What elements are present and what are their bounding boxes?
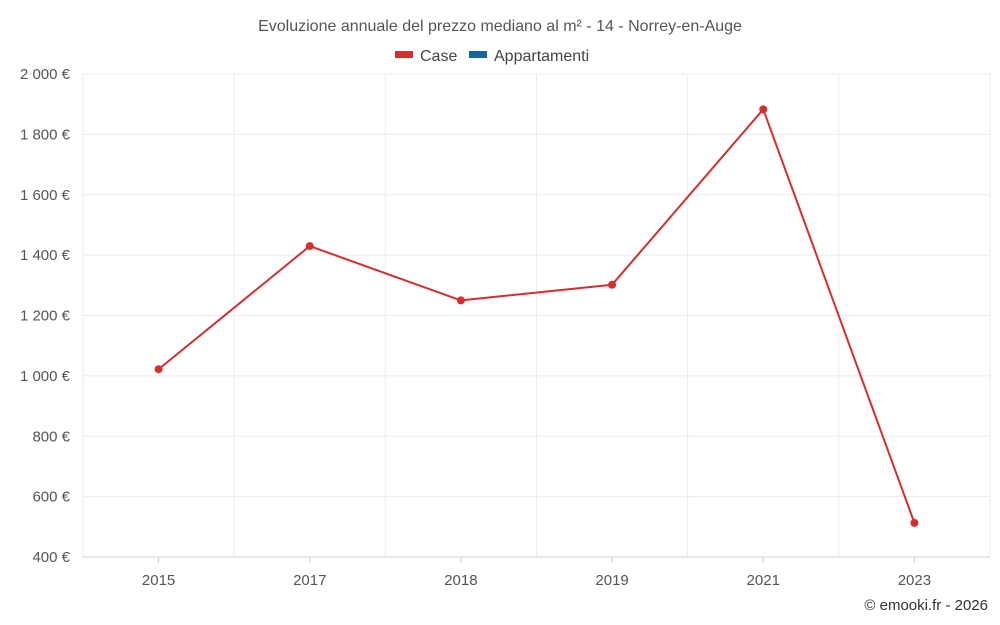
y-tick-label: 1 400 € <box>20 247 71 264</box>
data-point[interactable]: 2018: 1250 € <box>456 296 465 305</box>
grid <box>82 73 991 557</box>
y-tick-label: 2 000 € <box>20 66 71 83</box>
y-tick-label: 1 200 € <box>20 308 71 325</box>
series-case: 2015: 1022 € 2017: 1430 € 2018: 1250 € 2019… <box>154 105 919 527</box>
y-tick-label: 400 € <box>32 549 70 566</box>
chart-title: Evoluzione annuale del prezzo mediano al… <box>258 18 742 35</box>
y-tick-label: 1 800 € <box>20 126 71 143</box>
axes <box>83 556 990 563</box>
x-tick-label: 2019 <box>595 572 628 589</box>
data-point[interactable]: 2019: 1302 € <box>608 280 617 289</box>
x-tick-label: 2015 <box>142 572 175 589</box>
data-point[interactable]: 2023: 513 € <box>910 518 919 527</box>
x-tick-label: 2023 <box>898 572 931 589</box>
x-tick-label: 2017 <box>293 572 326 589</box>
data-point[interactable]: 2017: 1430 € <box>305 242 314 251</box>
y-axis-ticks: 400 € 600 € 800 € 1 000 € 1 200 € 1 400 € 1 60… <box>20 66 71 566</box>
x-axis-ticks: 2015 2017 2018 2019 2021 2023 <box>142 572 931 589</box>
y-tick-label: 1 000 € <box>20 368 71 385</box>
legend-swatch-appartamenti <box>469 51 487 58</box>
legend: Case Appartamenti <box>395 48 589 65</box>
legend-item-case[interactable]: Case <box>395 48 457 65</box>
legend-item-appartamenti[interactable]: Appartamenti <box>469 48 589 65</box>
data-point[interactable]: 2015: 1022 € <box>154 365 163 374</box>
x-tick-label: 2018 <box>444 572 477 589</box>
credit-text: © emooki.fr - 2026 <box>864 597 988 614</box>
legend-swatch-case <box>395 51 413 58</box>
x-tick-label: 2021 <box>747 572 780 589</box>
y-tick-label: 1 600 € <box>20 187 71 204</box>
y-tick-label: 800 € <box>32 428 70 445</box>
legend-label-case: Case <box>420 48 457 65</box>
legend-label-appartamenti: Appartamenti <box>494 48 589 65</box>
series-line-case <box>157 108 916 524</box>
data-point[interactable]: 2021: 1883 € <box>759 105 768 114</box>
y-tick-label: 600 € <box>32 489 70 506</box>
